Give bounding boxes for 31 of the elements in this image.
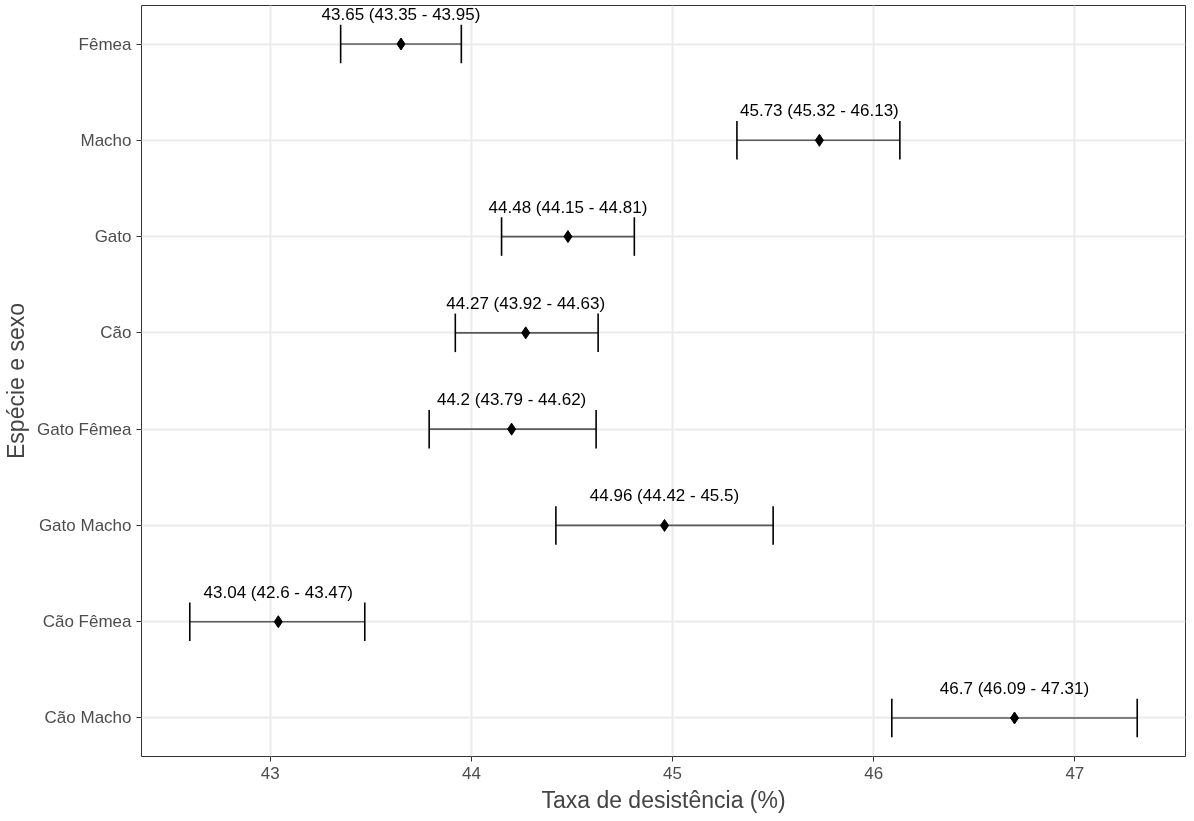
data-label: 43.65 (43.35 - 43.95): [321, 5, 481, 25]
data-label: 44.27 (43.92 - 44.63): [446, 293, 606, 313]
y-tick-label: Cão Fêmea: [42, 612, 133, 632]
data-label: 44.48 (44.15 - 44.81): [488, 197, 648, 217]
point: [273, 615, 283, 629]
data-label: 43.04 (42.6 - 43.47): [203, 582, 353, 602]
data-label: 44.2 (43.79 - 44.62): [436, 390, 587, 410]
y-tick-label: Fêmea: [78, 34, 133, 54]
x-tick-label: 46: [864, 763, 884, 783]
y-tick-label: Gato: [94, 227, 132, 247]
y-axis-title: Espécie e sexo: [3, 303, 30, 459]
x-tick-label: 44: [461, 763, 481, 783]
data-label: 44.96 (44.42 - 45.5): [589, 486, 740, 506]
point: [1010, 711, 1020, 725]
x-tick-label: 43: [260, 763, 280, 783]
x-tick-label: 47: [1065, 763, 1085, 783]
point: [396, 37, 406, 51]
x-tick-label: 45: [663, 763, 683, 783]
point: [507, 422, 517, 436]
y-tick-label: Cão Macho: [44, 708, 132, 728]
data-label: 45.73 (45.32 - 46.13): [740, 101, 899, 121]
y-tick-label: Gato Macho: [38, 515, 132, 535]
x-axis-title: Taxa de desistência (%): [541, 786, 786, 813]
point: [563, 230, 573, 244]
y-tick-label: Gato Fêmea: [37, 419, 133, 439]
y-tick-label: Macho: [80, 130, 132, 150]
point: [660, 518, 670, 532]
data-label: 46.7 (46.09 - 47.31): [939, 678, 1090, 698]
point: [521, 326, 531, 340]
y-tick-label: Cão: [100, 323, 132, 343]
point: [814, 133, 824, 147]
